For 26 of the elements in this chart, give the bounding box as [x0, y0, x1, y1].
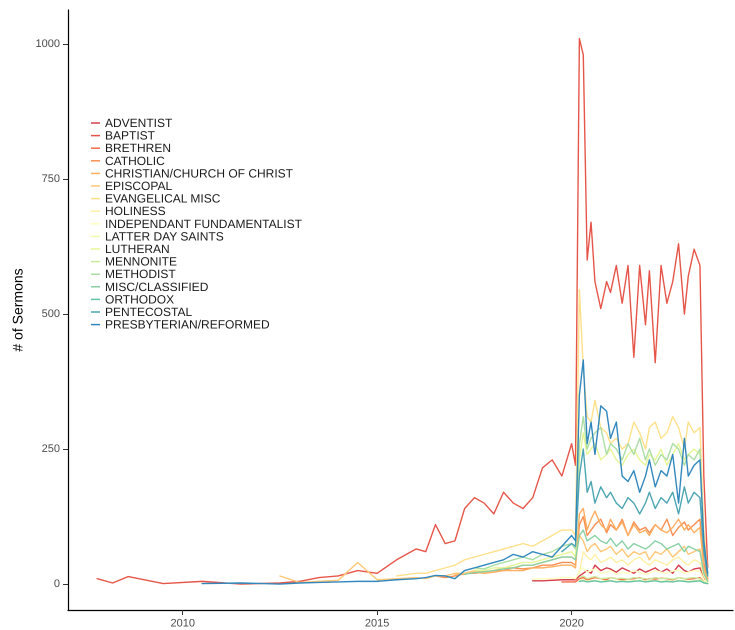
legend-label: EPISCOPAL — [105, 179, 172, 193]
y-tick-label: 0 — [54, 578, 60, 590]
y-tick-label: 500 — [42, 308, 60, 320]
legend-label: MISC/CLASSIFIED — [105, 280, 209, 294]
legend-label: EVANGELICAL MISC — [105, 192, 221, 206]
x-tick-label: 2020 — [559, 618, 584, 630]
y-tick-label: 1000 — [36, 38, 60, 50]
legend-label: CATHOLIC — [105, 154, 166, 168]
legend-label: BAPTIST — [105, 128, 156, 143]
legend-label: LUTHERAN — [105, 242, 170, 256]
y-tick-label: 750 — [42, 173, 60, 186]
legend-label: PRESBYTERIAN/REFORMED — [105, 318, 270, 332]
legend-label: CHRISTIAN/CHURCH OF CHRIST — [105, 166, 294, 180]
legend-label: HOLINESS — [105, 204, 166, 218]
legend-label: PENTECOSTAL — [105, 305, 192, 319]
x-tick-label: 2010 — [170, 618, 195, 630]
y-axis-title: # of Sermons — [10, 268, 26, 352]
legend-label: BRETHREN — [105, 141, 172, 156]
legend-label: ADVENTIST — [105, 116, 174, 130]
x-tick-label: 2015 — [364, 618, 390, 630]
legend-label: INDEPENDANT FUNDAMENTALIST — [105, 216, 303, 231]
legend-label: MENNONITE — [105, 254, 177, 269]
legend-label: LATTER DAY SAINTS — [105, 229, 224, 244]
y-tick-label: 250 — [42, 443, 60, 456]
legend-label: METHODIST — [105, 267, 176, 282]
legend-label: ORTHODOX — [105, 292, 174, 306]
